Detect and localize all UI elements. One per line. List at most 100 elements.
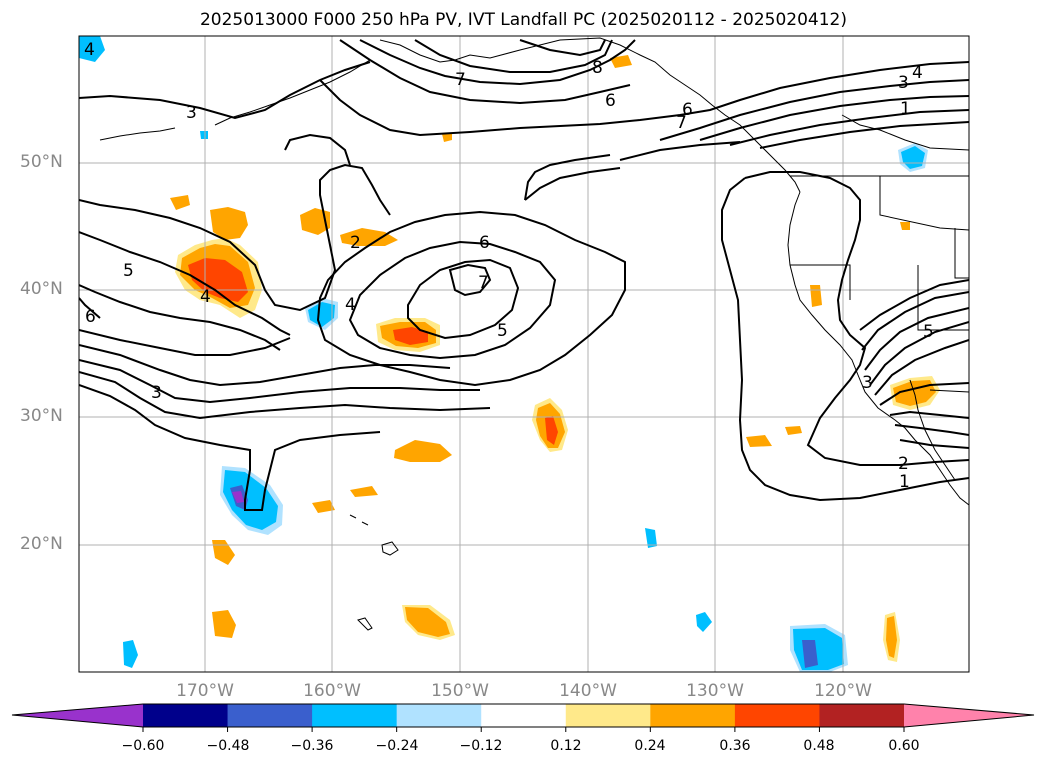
contour-line: [519, 39, 606, 57]
contour-line: [659, 79, 969, 141]
pv-negative-blob: [308, 302, 335, 327]
contour-line: [524, 167, 621, 201]
pv-positive-blob: [394, 440, 452, 462]
contour-label: 1: [900, 99, 911, 119]
contour-line: [619, 121, 969, 161]
map-title: 2025013000 F000 250 hPa PV, IVT Landfall…: [199, 10, 847, 30]
lon-label-140w: 140°W: [559, 681, 617, 701]
pv-negative-blob: [79, 36, 105, 62]
contour-line: [407, 258, 520, 340]
contour-line: [79, 61, 371, 120]
contour-label: 4: [200, 287, 211, 307]
contour-label-group: 4 3 7 8 6 7 6 3 4 1 5 6 2 4 6 7 4 5 3 5 …: [84, 40, 934, 492]
pv-negative-blob: [232, 491, 244, 503]
pv-positive-blob: [886, 616, 897, 658]
contour-line: [899, 439, 969, 449]
state-border: [790, 264, 851, 300]
contour-line: [861, 291, 969, 351]
lat-label-50n: 50°N: [20, 152, 63, 172]
colorbar-tick-label: 0.24: [634, 738, 666, 754]
contour-label: 8: [592, 58, 603, 78]
contour-label: 2: [898, 454, 909, 474]
pv-positive-blob: [393, 327, 428, 345]
pv-positive-blob: [212, 540, 235, 565]
pv-positive-blob: [170, 195, 190, 210]
pv-positive-blob: [785, 426, 802, 435]
contour-line: [414, 39, 613, 73]
pv-positive-blob: [545, 416, 558, 445]
contour-label: 7: [676, 113, 687, 133]
pv-positive-blob: [405, 607, 450, 637]
contour-label: 3: [151, 383, 162, 403]
lon-label-150w: 150°W: [431, 681, 489, 701]
pv-positive-blob: [610, 55, 632, 68]
pv-contours: [79, 39, 969, 511]
colorbar-tick-label: −0.60: [121, 738, 165, 754]
aleutians: [99, 59, 371, 141]
contour-line: [729, 109, 969, 146]
colorbar-extend-low: [12, 704, 143, 727]
contour-line: [79, 297, 291, 356]
contour-line: [319, 61, 969, 137]
contour-line: [79, 359, 480, 404]
contour-line: [359, 39, 636, 86]
colorbar-segment: [734, 704, 820, 727]
pv-positive-blob: [442, 133, 452, 142]
colorbar-segment: [819, 704, 905, 727]
graticule: [79, 36, 969, 672]
pv-shading: [79, 36, 940, 672]
state-border: [929, 389, 969, 393]
colorbar-tick-label: −0.48: [206, 738, 250, 754]
lon-label-120w: 120°W: [814, 681, 872, 701]
pv-positive-blob: [312, 500, 335, 513]
contour-label: 1: [899, 472, 910, 492]
contour-line: [79, 163, 391, 312]
contour-line: [721, 177, 969, 502]
contour-line: [79, 284, 281, 351]
pv-negative-blob: [200, 131, 208, 139]
colorbar-tick-label: −0.36: [290, 738, 334, 754]
lon-label-170w: 170°W: [176, 681, 234, 701]
lon-label-130w: 130°W: [686, 681, 744, 701]
contour-label: 7: [455, 70, 466, 90]
state-border: [954, 228, 969, 279]
contour-label: 4: [84, 40, 95, 60]
contour-label: 5: [497, 321, 508, 341]
colorbar-extend-high: [904, 704, 1034, 727]
contour-label: 3: [862, 373, 873, 393]
contour-line: [524, 154, 611, 201]
colorbar-segment: [481, 704, 567, 727]
contour-label: 4: [345, 295, 356, 315]
contour-line: [79, 371, 491, 420]
colorbar-tick-label: −0.12: [459, 738, 503, 754]
state-border: [917, 265, 969, 331]
contour-line: [859, 279, 969, 331]
contour-label: 6: [682, 100, 693, 120]
pv-positive-blob: [900, 222, 910, 230]
colorbar-segment: [650, 704, 736, 727]
baja-coast: [909, 379, 956, 481]
contour-line: [316, 210, 626, 387]
colorbar-segment: [565, 704, 651, 727]
contour-label: 5: [923, 322, 934, 342]
contour-line: [284, 133, 351, 166]
contour-label: 5: [123, 261, 134, 281]
contour-line: [448, 263, 492, 297]
colorbar-tick-label: 0.60: [888, 738, 920, 754]
contour-label: 7: [478, 273, 489, 293]
contour-line: [79, 231, 291, 336]
colorbar: [11, 703, 1035, 732]
colorbar-segment: [227, 704, 313, 727]
contour-label: 4: [912, 63, 923, 83]
colorbar-segment: [143, 704, 229, 727]
colorbar-tick-label: 0.36: [719, 738, 751, 754]
contour-label: 3: [898, 73, 909, 93]
contour-line: [894, 424, 969, 436]
pv-negative-blob: [802, 640, 818, 668]
pv-negative-blob: [223, 470, 278, 530]
pv-positive-blob: [810, 285, 822, 307]
colorbar-segment: [312, 704, 398, 727]
contour-line: [79, 384, 381, 511]
contour-line: [879, 382, 969, 406]
